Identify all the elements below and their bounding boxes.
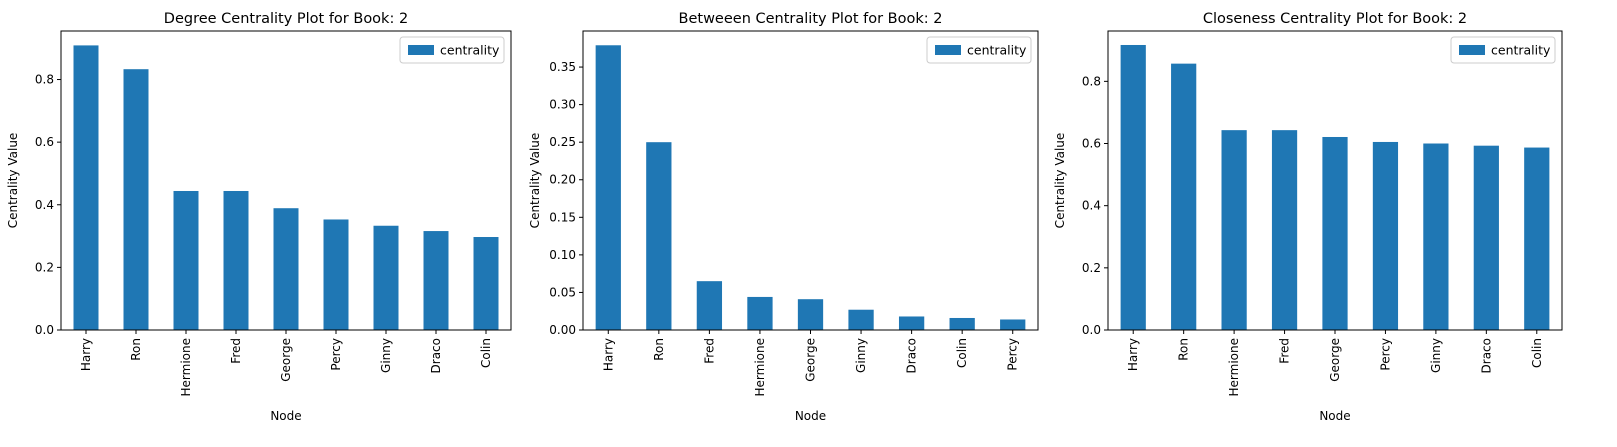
bar-george: [797, 299, 824, 330]
bar-percy: [1372, 141, 1399, 330]
x-tick-label: Hermione: [179, 338, 193, 396]
y-tick-label: 0.05: [549, 285, 576, 299]
legend: centrality: [926, 36, 1032, 64]
x-tick-label: Ron: [129, 338, 143, 361]
x-tick-label: Ginny: [379, 338, 393, 373]
bar-ron: [646, 142, 672, 330]
x-tick-label: Harry: [1126, 338, 1140, 371]
x-tick-label: Ginny: [854, 338, 868, 373]
y-tick-label: 0.4: [35, 198, 54, 212]
y-tick-label: 0.2: [1082, 261, 1101, 275]
x-axis-label: Node: [1319, 409, 1350, 423]
bar-draco: [898, 316, 925, 330]
y-tick-label: 0.00: [549, 323, 576, 337]
y-tick-label: 0.0: [35, 323, 54, 337]
x-tick-label: Draco: [905, 338, 919, 373]
bar-harry: [595, 45, 621, 331]
bar-percy: [323, 219, 349, 330]
chart-title: Degree Centrality Plot for Book: 2: [164, 11, 408, 27]
x-tick-label: Draco: [1479, 338, 1493, 373]
x-tick-label: Colin: [955, 338, 969, 368]
chart-panel-1: 0.0 0.2 0.4 0.6 0.8 Harry Ron Hermione Fred Georg…: [6, 11, 512, 423]
y-tick-label: 0.2: [35, 260, 54, 274]
x-tick-label: Fred: [1278, 338, 1292, 364]
legend: centrality: [399, 36, 505, 64]
y-axis-label: Centrality Value: [528, 133, 542, 229]
bar-hermione: [1221, 130, 1247, 330]
x-tick-label: Percy: [1378, 338, 1392, 371]
y-tick-label: 0.0: [1082, 323, 1101, 337]
x-tick-label: Draco: [429, 338, 443, 373]
legend-box: [1450, 36, 1556, 64]
bar-colin: [949, 317, 975, 330]
y-tick-label: 0.15: [549, 210, 576, 224]
x-tick-label: Hermione: [753, 338, 767, 396]
chart-panel-3: 0.0 0.2 0.4 0.6 0.8 Harry Ron Hermione Fred Georg…: [1053, 11, 1563, 423]
bar-hermione: [173, 190, 199, 330]
bar-ron: [1171, 63, 1197, 330]
legend-label: centrality: [1491, 43, 1551, 58]
x-tick-label: Fred: [702, 338, 716, 364]
legend-label: centrality: [967, 43, 1027, 58]
y-tick-label: 0.25: [549, 135, 576, 149]
x-axis-label: Node: [270, 409, 301, 423]
y-tick-label: 0.6: [35, 135, 54, 149]
bar-harry: [73, 45, 99, 331]
x-tick-label: Percy: [329, 338, 343, 371]
bar-colin: [473, 237, 499, 330]
y-axis-label: Centrality Value: [6, 133, 20, 229]
legend-swatch: [408, 45, 434, 55]
chart-title: Closeness Centrality Plot for Book: 2: [1203, 11, 1467, 27]
x-tick-label: Harry: [79, 338, 93, 371]
y-tick-label: 0.8: [35, 73, 54, 87]
bar-ginny: [373, 225, 399, 330]
x-tick-label: Fred: [229, 338, 243, 364]
x-tick-label: George: [279, 338, 293, 382]
y-tick-label: 0.20: [549, 173, 576, 187]
x-tick-label: Colin: [479, 338, 493, 368]
x-tick-label: Percy: [1006, 338, 1020, 371]
x-tick-label: George: [804, 338, 818, 382]
bar-colin: [1524, 147, 1550, 330]
bar-draco: [1473, 145, 1499, 330]
x-tick-label: Ron: [652, 338, 666, 361]
y-tick-label: 0.35: [549, 60, 576, 74]
x-tick-label: Harry: [601, 338, 615, 371]
bar-fred: [223, 190, 249, 330]
legend-box: [926, 36, 1032, 64]
x-tick-label: George: [1328, 338, 1342, 382]
legend-box: [399, 36, 505, 64]
bar-harry: [1120, 44, 1146, 331]
y-tick-label: 0.6: [1082, 137, 1101, 151]
x-axis-label: Node: [795, 409, 826, 423]
bar-george: [273, 208, 299, 330]
bar-ginny: [1423, 143, 1449, 330]
legend-swatch: [1459, 45, 1485, 55]
legend-label: centrality: [440, 43, 500, 58]
bar-ron: [123, 69, 149, 330]
y-axis-label: Centrality Value: [1053, 133, 1067, 229]
x-tick-label: Hermione: [1227, 338, 1241, 396]
y-tick-label: 0.10: [549, 248, 576, 262]
bar-percy: [1000, 319, 1026, 330]
bar-george: [1322, 136, 1348, 330]
legend: centrality: [1450, 36, 1556, 64]
x-tick-label: Ginny: [1429, 338, 1443, 373]
chart-title: Betweeen Centrality Plot for Book: 2: [679, 11, 943, 27]
x-tick-label: Ron: [1177, 338, 1191, 361]
y-tick-label: 0.30: [549, 98, 576, 112]
x-tick-label: Colin: [1530, 338, 1544, 368]
y-tick-label: 0.8: [1082, 74, 1101, 88]
bar-draco: [423, 231, 449, 330]
legend-swatch: [935, 45, 961, 55]
bar-fred: [696, 281, 723, 330]
bar-ginny: [848, 309, 874, 330]
bar-hermione: [747, 296, 773, 330]
y-tick-label: 0.4: [1082, 199, 1101, 213]
bar-fred: [1271, 130, 1298, 330]
chart-panel-2: 0.00 0.05 0.10 0.15 0.20 0.25 0.30 0.35 Harry Ron…: [528, 11, 1039, 423]
